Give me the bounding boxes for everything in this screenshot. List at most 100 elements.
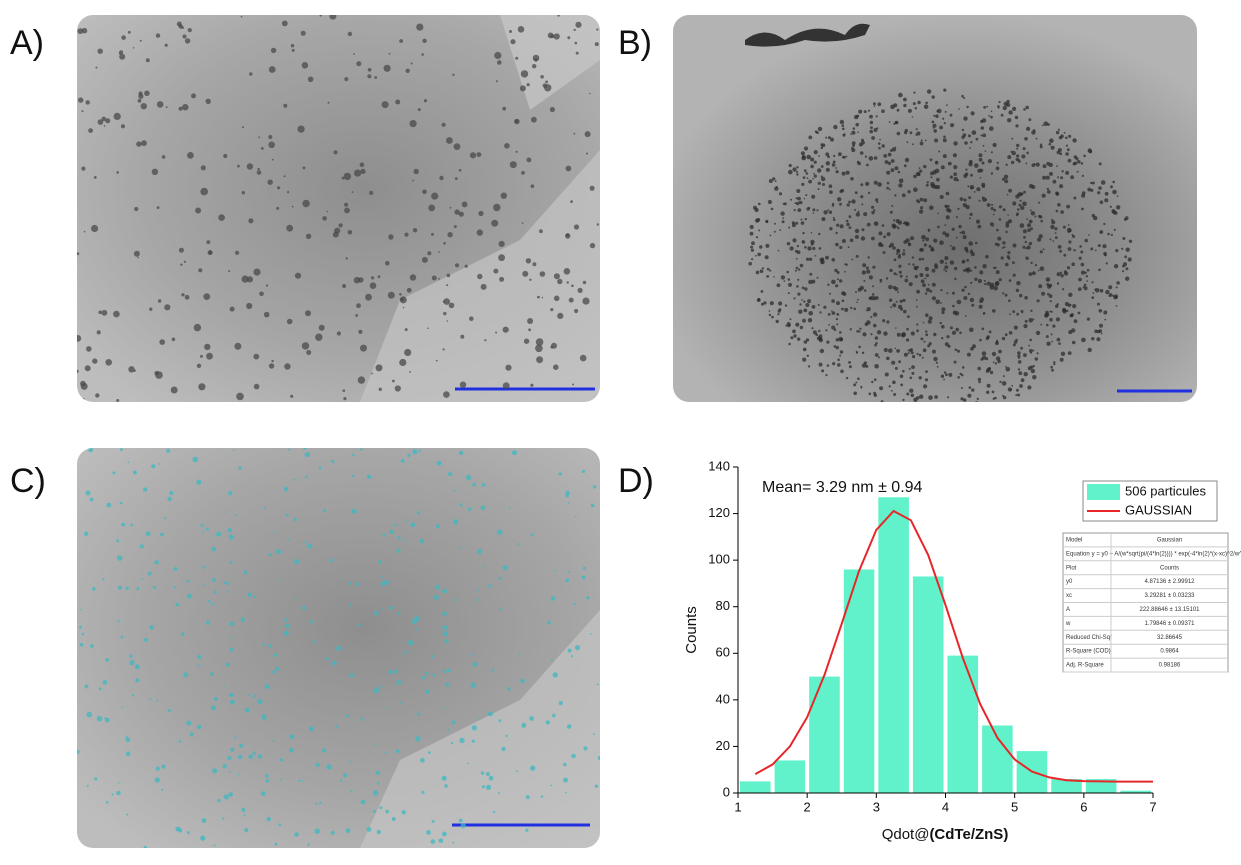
particle bbox=[874, 336, 879, 340]
particle bbox=[909, 131, 913, 135]
particle bbox=[1045, 335, 1049, 339]
particle bbox=[977, 366, 981, 371]
particle bbox=[247, 592, 252, 598]
particle bbox=[210, 672, 215, 676]
particle bbox=[942, 138, 947, 143]
particle bbox=[855, 351, 859, 354]
particle bbox=[828, 184, 833, 188]
particle bbox=[281, 20, 288, 27]
particle bbox=[868, 392, 872, 396]
particle bbox=[502, 564, 508, 571]
particle bbox=[778, 301, 783, 306]
particle bbox=[765, 243, 770, 248]
particle bbox=[1004, 293, 1008, 297]
particle bbox=[1000, 256, 1004, 260]
particle bbox=[401, 810, 406, 815]
table-cell: 0.98186 bbox=[1159, 663, 1181, 669]
particle bbox=[477, 273, 483, 280]
particle bbox=[497, 60, 502, 65]
particle bbox=[1099, 288, 1104, 293]
particle bbox=[258, 136, 261, 139]
particle bbox=[485, 784, 492, 791]
particle bbox=[835, 338, 839, 342]
particle bbox=[428, 204, 436, 212]
particle bbox=[415, 736, 421, 742]
particle bbox=[144, 90, 150, 97]
particle bbox=[1055, 130, 1060, 135]
particle bbox=[821, 176, 826, 182]
particle bbox=[768, 313, 772, 317]
particle bbox=[997, 236, 1002, 241]
particle bbox=[257, 699, 263, 705]
particle bbox=[975, 137, 979, 141]
particle bbox=[869, 114, 873, 119]
particle bbox=[821, 143, 826, 147]
particle bbox=[210, 705, 216, 711]
particle bbox=[165, 106, 168, 109]
particle bbox=[1071, 262, 1075, 267]
particle bbox=[1086, 268, 1090, 272]
particle bbox=[865, 181, 870, 186]
particle bbox=[1005, 366, 1011, 372]
particle bbox=[515, 56, 519, 60]
particle bbox=[980, 357, 984, 361]
particle bbox=[788, 169, 793, 175]
particle bbox=[967, 292, 971, 296]
particle bbox=[951, 227, 955, 231]
particle bbox=[970, 111, 975, 116]
particle bbox=[893, 122, 896, 125]
particle bbox=[946, 104, 948, 106]
particle bbox=[280, 778, 283, 781]
particle bbox=[536, 356, 544, 364]
particle bbox=[347, 230, 353, 235]
fit-line bbox=[754, 509, 1153, 783]
particle bbox=[1002, 241, 1006, 245]
particle bbox=[891, 223, 896, 228]
particle bbox=[106, 502, 112, 508]
x-axis-label: Qdot@(CdTe/ZnS) bbox=[882, 826, 1009, 843]
particle bbox=[481, 483, 486, 487]
particle bbox=[1060, 274, 1064, 278]
particle bbox=[1046, 341, 1051, 346]
particle bbox=[1042, 248, 1045, 251]
particle bbox=[860, 183, 864, 187]
particle bbox=[495, 80, 498, 83]
particle bbox=[379, 685, 383, 688]
particle bbox=[979, 176, 982, 179]
particle bbox=[967, 393, 972, 398]
particle bbox=[416, 511, 421, 515]
particle bbox=[1010, 160, 1015, 165]
particle bbox=[902, 252, 906, 256]
particle bbox=[1017, 360, 1022, 364]
particle bbox=[770, 207, 774, 211]
particle bbox=[161, 764, 166, 769]
particle bbox=[211, 603, 215, 606]
particle bbox=[992, 309, 996, 313]
particle bbox=[419, 538, 425, 544]
particle bbox=[933, 114, 936, 117]
particle bbox=[498, 608, 502, 611]
particle bbox=[760, 302, 764, 306]
particle bbox=[869, 129, 873, 134]
particle bbox=[794, 202, 797, 205]
particle bbox=[409, 371, 411, 373]
particle bbox=[477, 598, 480, 601]
particle bbox=[594, 784, 599, 788]
particle bbox=[975, 401, 978, 402]
particle bbox=[173, 586, 176, 589]
particle bbox=[1065, 136, 1068, 140]
particle bbox=[117, 619, 120, 623]
particle bbox=[77, 252, 80, 256]
particle bbox=[757, 298, 761, 301]
particle bbox=[861, 363, 867, 368]
particle bbox=[927, 407, 931, 411]
particle bbox=[505, 364, 512, 371]
table-cell: Equation bbox=[1066, 551, 1090, 557]
particle bbox=[821, 369, 825, 373]
particle bbox=[925, 101, 928, 105]
particle bbox=[412, 179, 415, 182]
particle bbox=[301, 62, 309, 69]
particle bbox=[1052, 240, 1054, 242]
particle bbox=[919, 248, 923, 252]
particle bbox=[910, 236, 915, 241]
